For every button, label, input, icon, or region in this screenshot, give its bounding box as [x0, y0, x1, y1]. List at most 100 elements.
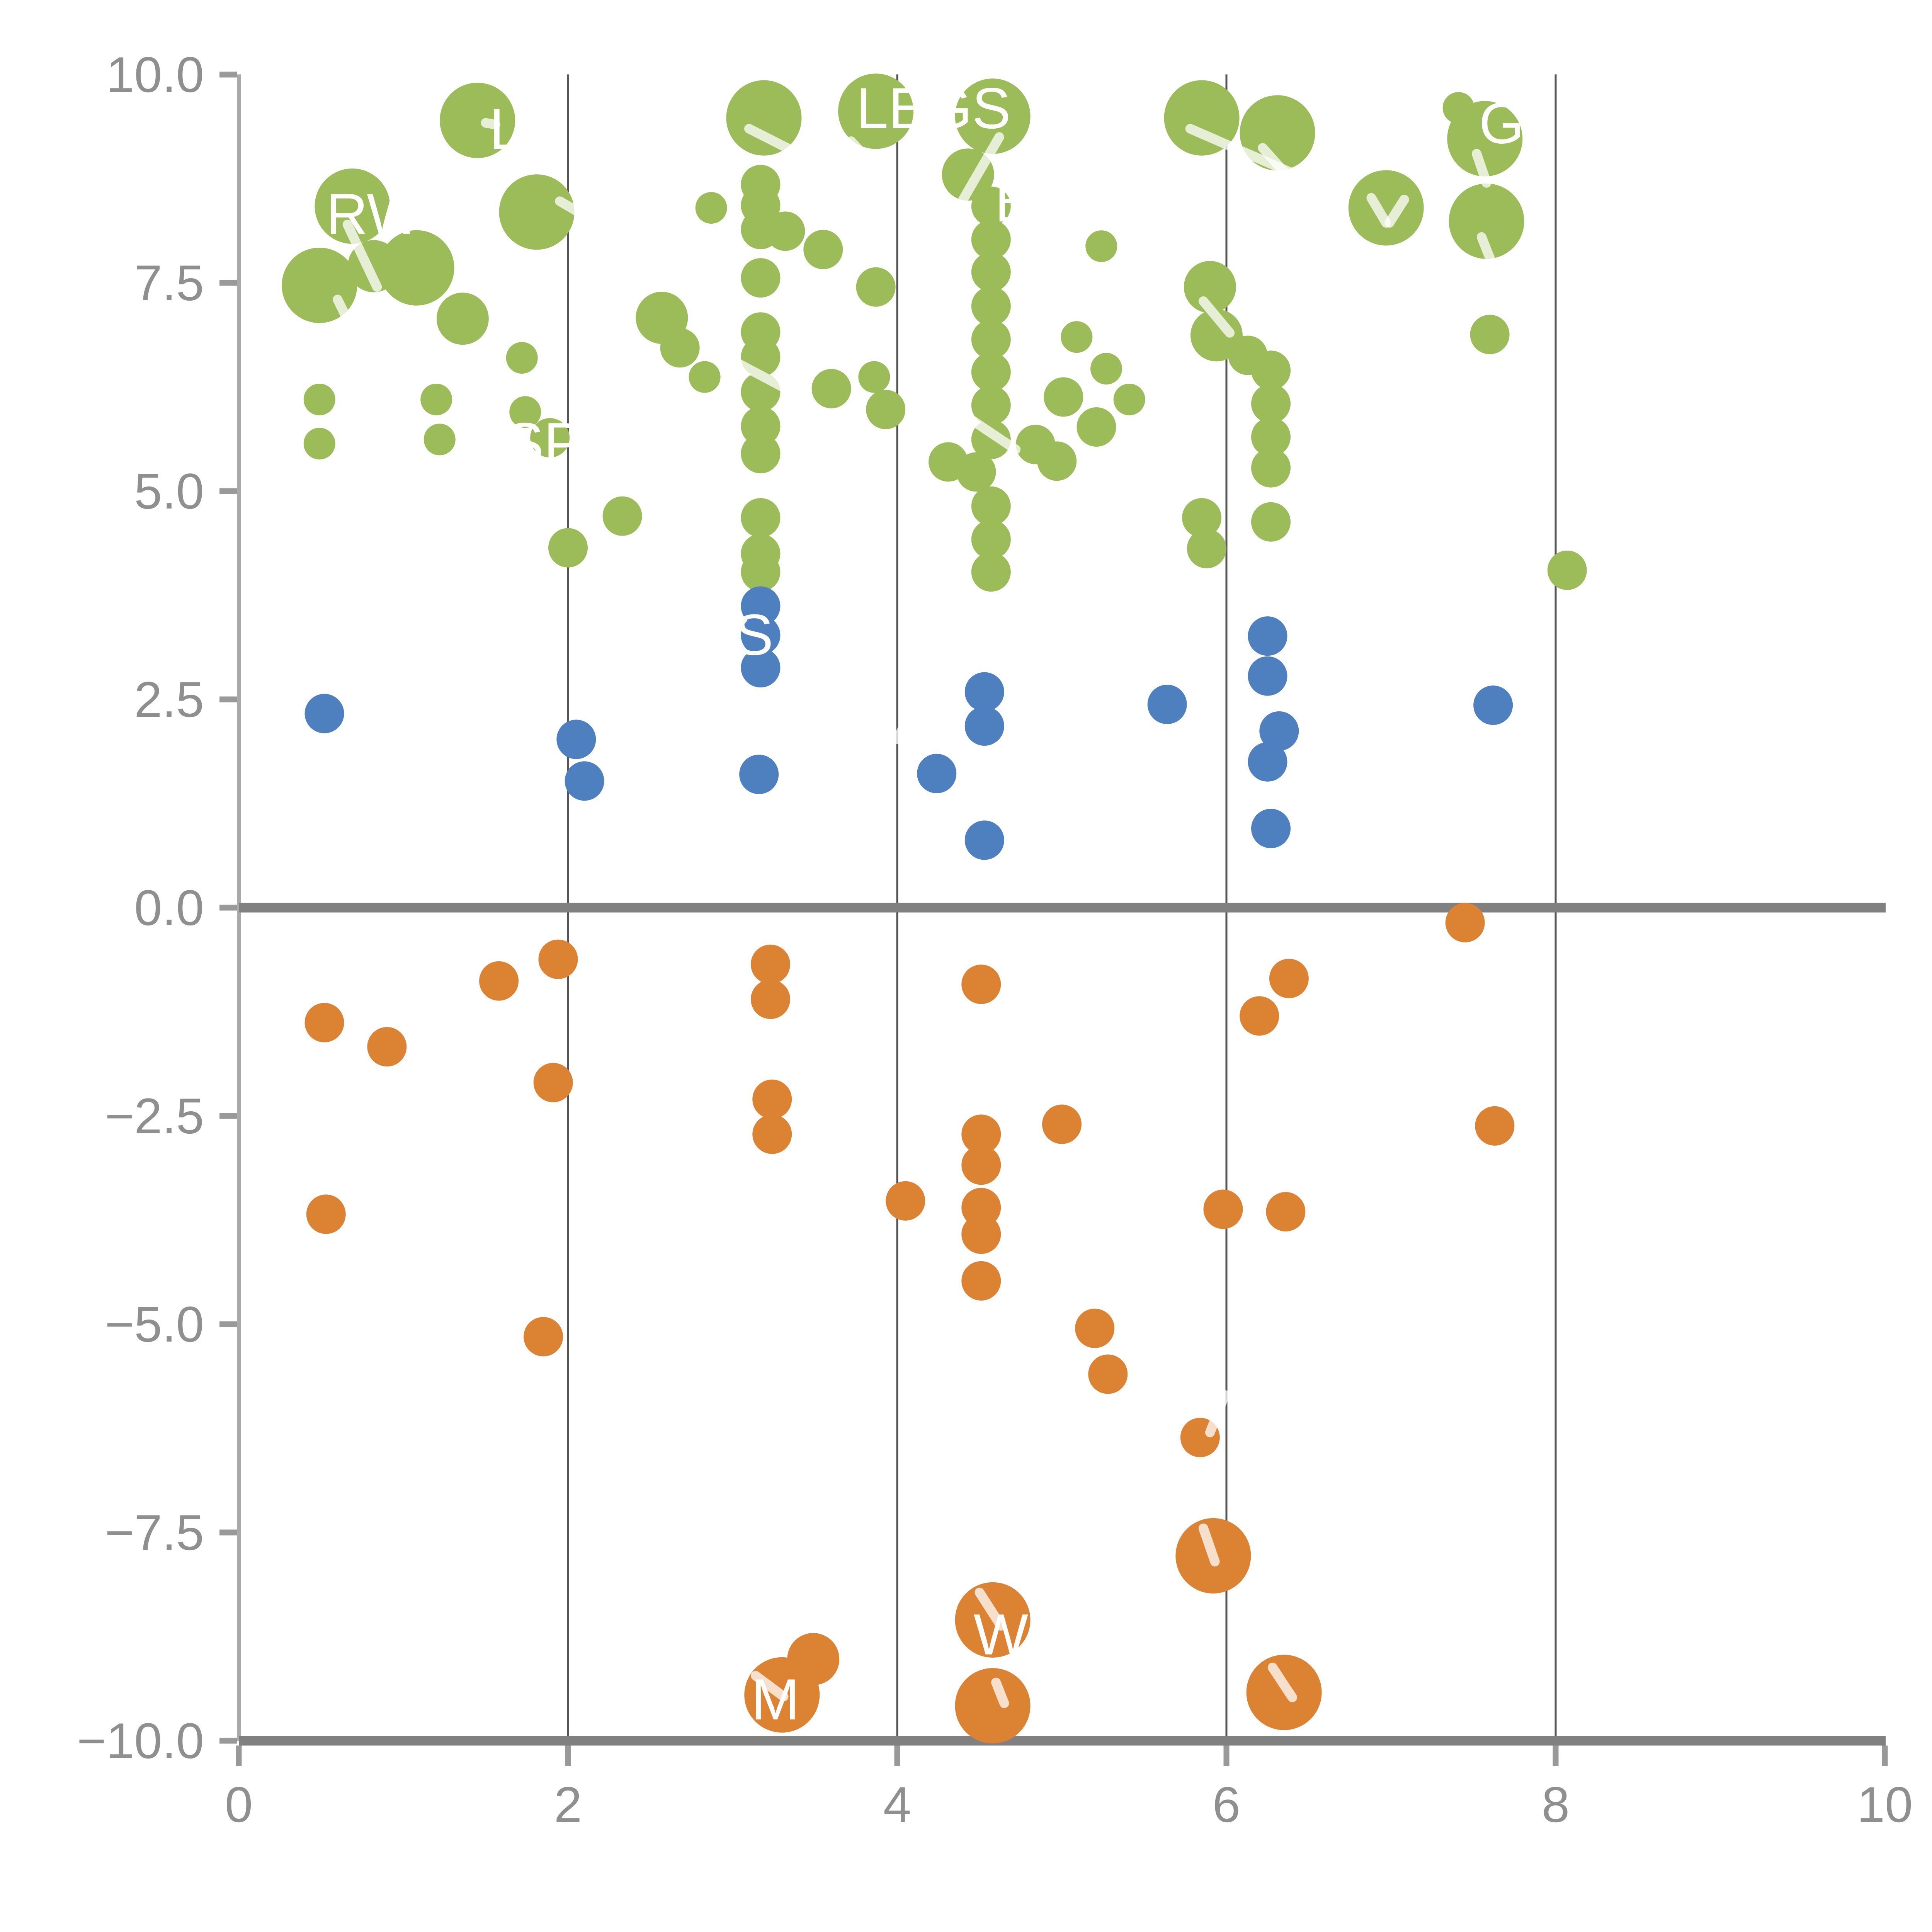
data-point-green: [803, 230, 843, 269]
x-tick-label: 10: [1857, 1776, 1913, 1833]
y-tick-label: −2.5: [105, 1088, 204, 1144]
series-blue: [304, 586, 1513, 860]
data-point-blue: [739, 755, 779, 794]
data-point-blue: [1473, 685, 1513, 725]
leader-line: [1476, 232, 1498, 271]
leader-line: [975, 1587, 1006, 1631]
data-point-green: [660, 328, 700, 368]
data-point-blue: [964, 706, 1004, 746]
data-point-green: [1240, 95, 1315, 171]
series-orange: [304, 903, 1515, 1743]
data-point-green: [811, 369, 851, 408]
data-point-green: [1547, 550, 1587, 590]
data-point-orange: [479, 961, 519, 1001]
data-point-green: [1182, 498, 1222, 537]
data-point-green: [741, 258, 781, 298]
y-tick-label: −5.0: [105, 1296, 204, 1352]
data-point-orange: [750, 944, 790, 984]
data-point-blue: [741, 648, 781, 688]
leader-line: [342, 219, 382, 292]
data-point-orange: [1475, 1106, 1515, 1146]
data-point-green: [1184, 261, 1236, 313]
data-point-green: [866, 389, 906, 429]
leader-line: [1267, 1662, 1297, 1702]
data-point-orange: [1240, 996, 1279, 1036]
data-point-orange: [752, 1079, 792, 1119]
data-point-green: [741, 552, 781, 592]
data-point-green: [838, 73, 914, 149]
data-point-green: [741, 210, 781, 250]
leader-line: [555, 196, 631, 245]
data-point-green: [423, 423, 456, 456]
data-point-green: [955, 78, 1031, 154]
data-point-blue: [1248, 656, 1287, 696]
y-tick-label: −10.0: [77, 1713, 204, 1769]
data-point-green: [741, 434, 781, 473]
data-point-green: [695, 192, 727, 224]
data-point-green: [971, 520, 1011, 560]
data-point-blue: [1251, 809, 1291, 849]
data-point-green: [971, 320, 1011, 359]
data-point-green: [548, 528, 588, 568]
data-point-orange: [1269, 959, 1309, 998]
data-point-orange: [306, 1194, 346, 1234]
y-tick-label: 7.5: [134, 255, 204, 311]
data-point-green: [1113, 383, 1145, 415]
data-point-blue: [1248, 742, 1287, 782]
data-point-green: [1085, 230, 1117, 262]
data-point-blue: [741, 615, 781, 655]
data-point-green: [726, 80, 802, 156]
data-point-green: [1449, 183, 1524, 259]
data-point-green: [1348, 170, 1424, 246]
data-point-orange: [750, 980, 790, 1019]
data-point-orange: [886, 1181, 925, 1221]
data-point-green: [1061, 321, 1093, 353]
data-point-green: [602, 496, 642, 536]
y-axis-ticks: 10.0 7.5 5.0 2.5 0.0 −2.5 −5.0 −7.5 −10.0: [77, 46, 237, 1769]
data-point-green: [971, 552, 1011, 592]
data-point-orange: [961, 1261, 1001, 1301]
point-label-M: M: [751, 1667, 799, 1732]
data-point-blue: [964, 672, 1004, 712]
point-label-GI: GI: [1479, 91, 1540, 156]
series-green: [282, 73, 1587, 592]
data-point-green: [420, 383, 452, 415]
x-axis-ticks: 0 2 4 6 8 10: [225, 1745, 1913, 1833]
data-point-blue: [556, 719, 596, 759]
data-point-green: [315, 168, 390, 244]
point-label-L: L: [489, 97, 521, 162]
leader-line: [991, 1677, 1009, 1708]
leader-line: [1205, 1390, 1230, 1437]
data-point-blue: [304, 694, 344, 733]
data-point-green: [971, 252, 1011, 292]
x-tick-label: 6: [1213, 1776, 1240, 1833]
data-point-blue: [964, 820, 1004, 860]
data-point-green: [303, 383, 335, 415]
data-point-green: [971, 352, 1011, 392]
data-point-green: [440, 83, 515, 158]
data-point-blue: [917, 753, 957, 793]
x-tick-label: 8: [1542, 1776, 1570, 1833]
data-point-green: [1044, 377, 1083, 417]
data-point-orange: [955, 1668, 1031, 1743]
data-point-green: [689, 361, 721, 393]
point-label-E: E: [995, 169, 1033, 234]
data-point-orange: [1075, 1308, 1115, 1348]
leader-line: [719, 351, 803, 400]
data-point-green: [379, 230, 454, 306]
data-point-green: [499, 174, 575, 250]
data-point-orange: [1088, 1354, 1128, 1394]
data-point-orange: [538, 939, 578, 979]
y-tick-label: 10.0: [106, 46, 204, 103]
data-point-orange: [961, 1214, 1001, 1254]
data-point-green: [436, 293, 489, 345]
leader-line: [1198, 296, 1235, 338]
data-point-orange: [533, 1063, 573, 1102]
label-leader-lines: [333, 118, 1498, 1708]
data-point-orange: [961, 1114, 1001, 1154]
data-point-green: [1251, 417, 1291, 457]
data-point-green: [303, 428, 335, 460]
leader-line: [744, 124, 812, 163]
